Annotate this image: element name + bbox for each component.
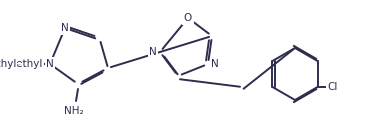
Text: N: N bbox=[149, 47, 157, 57]
Text: NH₂: NH₂ bbox=[64, 106, 84, 116]
Text: methyl: methyl bbox=[0, 59, 16, 69]
Text: O: O bbox=[184, 13, 192, 23]
Text: methyl: methyl bbox=[16, 63, 21, 65]
Text: Cl: Cl bbox=[328, 82, 338, 92]
Text: N: N bbox=[61, 23, 69, 33]
Text: methyl: methyl bbox=[6, 59, 42, 69]
Text: N: N bbox=[211, 59, 219, 69]
Text: methyl: methyl bbox=[18, 63, 23, 64]
Text: N: N bbox=[46, 59, 54, 69]
